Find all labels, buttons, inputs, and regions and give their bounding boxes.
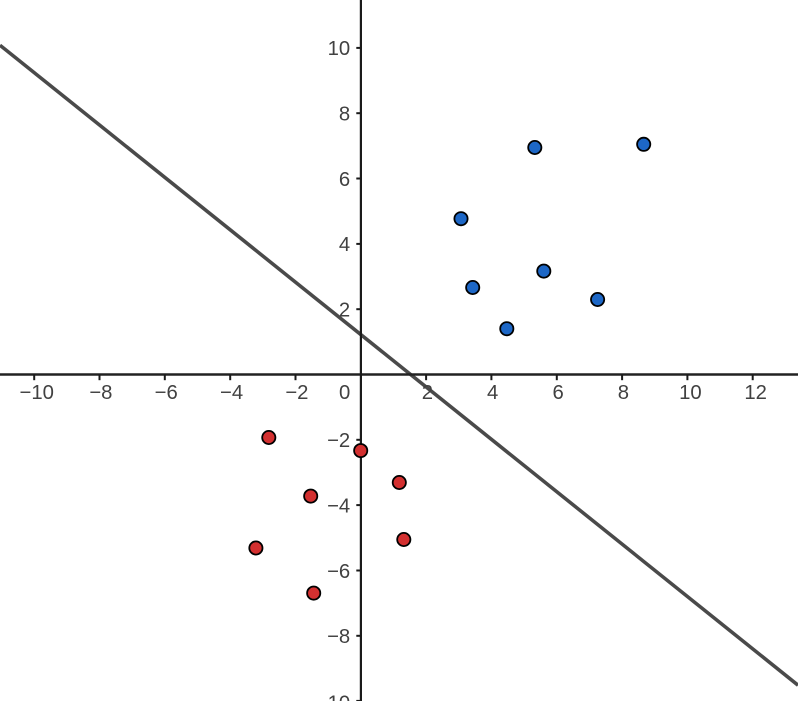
svg-text:−8: −8 (89, 382, 112, 404)
svg-text:−8: −8 (327, 626, 350, 648)
svg-text:−10: −10 (316, 693, 350, 701)
svg-text:−4: −4 (327, 495, 350, 517)
svg-text:2: 2 (339, 300, 350, 322)
svg-text:2: 2 (422, 382, 433, 404)
svg-text:4: 4 (339, 234, 350, 256)
svg-text:−2: −2 (285, 382, 308, 404)
svg-text:8: 8 (618, 382, 629, 404)
svg-text:12: 12 (744, 382, 767, 404)
svg-text:8: 8 (339, 104, 350, 126)
svg-text:6: 6 (339, 169, 350, 191)
svg-text:0: 0 (339, 382, 350, 404)
svg-text:−6: −6 (155, 382, 178, 404)
svg-text:−10: −10 (19, 382, 53, 404)
svg-text:−6: −6 (327, 561, 350, 583)
svg-text:10: 10 (679, 382, 702, 404)
svg-text:−4: −4 (220, 382, 243, 404)
svg-text:4: 4 (487, 382, 498, 404)
svg-text:−2: −2 (327, 430, 350, 452)
svg-text:10: 10 (328, 38, 351, 60)
svg-text:6: 6 (552, 382, 563, 404)
